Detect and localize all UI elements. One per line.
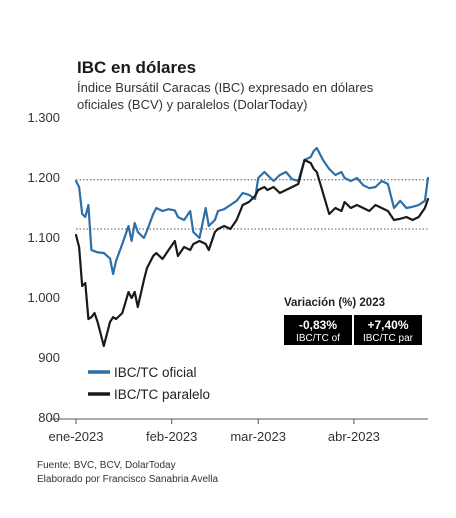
x-tick-label: ene-2023 [49,429,104,444]
chart-title: IBC en dólares [77,58,197,77]
variation-box-oficial: -0,83% IBC/TC of [284,315,352,345]
variation-label-oficial: IBC/TC of [296,333,340,344]
author-note: Elaborado por Francisco Sanabria Avella [37,474,219,485]
chart-subtitle-line-1: Índice Bursátil Caracas (IBC) expresado … [77,80,374,95]
x-tick-label: feb-2023 [146,429,197,444]
y-tick-label: 900 [38,350,60,365]
y-axis-ticks: 1.300 1.200 1.100 1.000 900 800 [27,110,60,425]
series-line-paralelo [74,158,430,348]
y-tick-label: 1.100 [27,230,60,245]
source-note: Fuente: BVC, BCV, DolarToday [37,460,176,471]
variation-value-oficial: -0,83% [298,318,338,332]
y-tick-label: 800 [38,410,60,425]
legend-label-oficial: IBC/TC oficial [114,365,197,380]
x-tick-label: mar-2023 [230,429,286,444]
series-line-oficial [74,146,430,276]
reference-lines [76,179,428,230]
y-tick-label: 1.200 [27,170,60,185]
y-tick-label: 1.300 [27,110,60,125]
series-layer [74,146,430,348]
y-tick-label: 1.000 [27,290,60,305]
variation-value-paralelo: +7,40% [367,318,409,332]
variation-label-paralelo: IBC/TC par [362,333,413,344]
x-tick-label: abr-2023 [328,429,380,444]
legend: IBC/TC oficial IBC/TC paralelo [88,365,210,402]
variation-title: Variación (%) 2023 [284,297,385,309]
variation-box-paralelo: +7,40% IBC/TC par [352,315,422,345]
legend-label-paralelo: IBC/TC paralelo [114,387,210,402]
chart-subtitle-line-2: oficiales (BCV) y paralelos (DolarToday) [77,97,308,112]
x-axis: ene-2023 feb-2023 mar-2023 abr-2023 [49,418,428,444]
